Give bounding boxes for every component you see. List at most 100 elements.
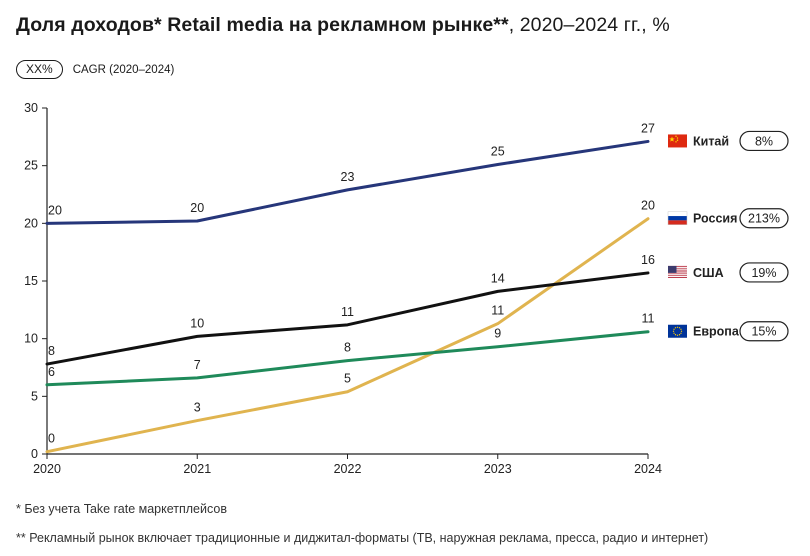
series-line-china [45, 139, 650, 225]
usa-flag-stripe [668, 277, 687, 278]
data-label: 3 [194, 401, 201, 415]
legend-entry: США 19% [668, 262, 789, 283]
usa-flag-stripe [668, 270, 687, 272]
data-label: 25 [491, 145, 505, 159]
legend-cagr-value: 213% [748, 212, 780, 226]
y-tick-label: 10 [24, 332, 38, 346]
series-line-russia [45, 217, 650, 454]
legend-entry: Европа 15% [668, 321, 789, 342]
data-label: 9 [494, 327, 501, 341]
legend-cagr-value: 8% [755, 134, 773, 148]
chart-title: Доля доходов* Retail media на рекламном … [16, 14, 670, 37]
eu-flag-star [680, 328, 682, 330]
y-tick-label: 15 [24, 274, 38, 288]
data-label: 8 [344, 341, 351, 355]
y-tick-label: 25 [24, 159, 38, 173]
legend-cagr-pill [739, 208, 789, 229]
legend-country-name: Россия [693, 212, 737, 226]
russia-flag-white [668, 211, 687, 217]
legend-cagr-pill [739, 130, 789, 152]
legend-cagr-value: 19% [751, 266, 776, 280]
x-tick-label: 2023 [484, 462, 512, 476]
data-label: 11 [491, 304, 504, 318]
eu-flag-icon [668, 324, 687, 338]
usa-flag-canton [668, 265, 677, 273]
data-label: 0 [48, 432, 55, 446]
usa-flag-stripe [668, 268, 687, 270]
usa-flag-stripe [668, 265, 687, 267]
russia-flag-icon [667, 211, 688, 225]
data-label: 20 [190, 201, 204, 215]
y-tick-label: 30 [24, 101, 38, 115]
legend-country-name: Китай [693, 134, 729, 148]
chart-title-rest: , 2020–2024 гг., % [508, 14, 670, 36]
data-label: 11 [642, 312, 655, 326]
legend-country-name: США [693, 266, 724, 280]
china-flag-icon [668, 134, 687, 148]
y-tick-label: 20 [24, 216, 38, 230]
eu-flag-star [678, 327, 681, 329]
eu-flag-star [674, 327, 677, 329]
chart-title-bold: Доля доходов* Retail media на рекламном … [16, 14, 509, 36]
legend-cagr-pill [739, 262, 789, 283]
china-flag-small-star [676, 139, 679, 141]
eu-flag-star [673, 328, 675, 330]
data-label: 6 [48, 365, 55, 379]
legend-entry: Россия 213% [667, 208, 789, 229]
cagr-legend: XX% CAGR (2020–2024) [16, 60, 174, 79]
usa-flag-stripe [668, 271, 687, 273]
x-tick-label: 2021 [183, 462, 211, 476]
usa-flag-stripe [668, 269, 687, 271]
data-label: 5 [344, 372, 351, 386]
series-line-usa [45, 271, 650, 366]
russia-flag-border [667, 211, 688, 225]
eu-flag-star [680, 330, 683, 332]
footnote-2: ** Рекламный рынок включает традиционные… [16, 531, 709, 545]
x-tick-label: 2022 [334, 462, 362, 476]
data-label: 7 [194, 358, 201, 372]
eu-flag-star [680, 332, 682, 334]
eu-flag-star [676, 334, 679, 336]
russia-flag-red [668, 220, 687, 225]
china-flag-small-star [675, 135, 677, 137]
cagr-legend-pill: XX% [16, 60, 63, 79]
china-flag-small-star [676, 137, 679, 139]
footnote-1: * Без учета Take rate маркетплейсов [16, 502, 227, 516]
usa-flag-stripe [668, 276, 687, 278]
x-tick-label: 2024 [634, 462, 662, 476]
usa-flag-stripe [668, 266, 687, 268]
eu-flag-field [668, 324, 687, 338]
eu-flag-star [678, 334, 681, 336]
data-label: 20 [48, 203, 62, 217]
eu-flag-star [673, 332, 675, 334]
usa-flag-stripe [668, 272, 687, 274]
eu-flag-star [674, 334, 677, 336]
data-label: 27 [641, 121, 655, 135]
usa-flag-stripe [668, 277, 687, 279]
usa-flag-stripe [668, 274, 687, 276]
china-flag-star [669, 136, 675, 142]
data-label: 11 [341, 305, 354, 319]
usa-flag-stripe [668, 275, 687, 277]
y-tick-label: 5 [31, 389, 38, 403]
china-flag-small-star [675, 141, 677, 143]
data-label: 14 [491, 271, 505, 285]
data-label: 10 [190, 316, 204, 330]
legend-entry: Китай 8% [668, 130, 789, 152]
legend-country-name: Европа [693, 325, 740, 339]
cagr-legend-label: CAGR (2020–2024) [72, 63, 175, 76]
series-line-eu [45, 330, 650, 387]
legend-cagr-value: 15% [751, 325, 776, 339]
data-label: 16 [641, 253, 655, 267]
russia-flag-blue [668, 216, 687, 221]
data-label: 20 [641, 199, 655, 213]
legend-cagr-pill [739, 321, 789, 342]
data-label: 8 [48, 344, 55, 358]
x-tick-label: 2020 [33, 462, 61, 476]
usa-flag-icon [668, 265, 687, 279]
eu-flag-star [672, 330, 675, 332]
data-label: 23 [341, 170, 355, 184]
y-tick-label: 0 [31, 447, 38, 461]
eu-flag-star [676, 326, 679, 328]
